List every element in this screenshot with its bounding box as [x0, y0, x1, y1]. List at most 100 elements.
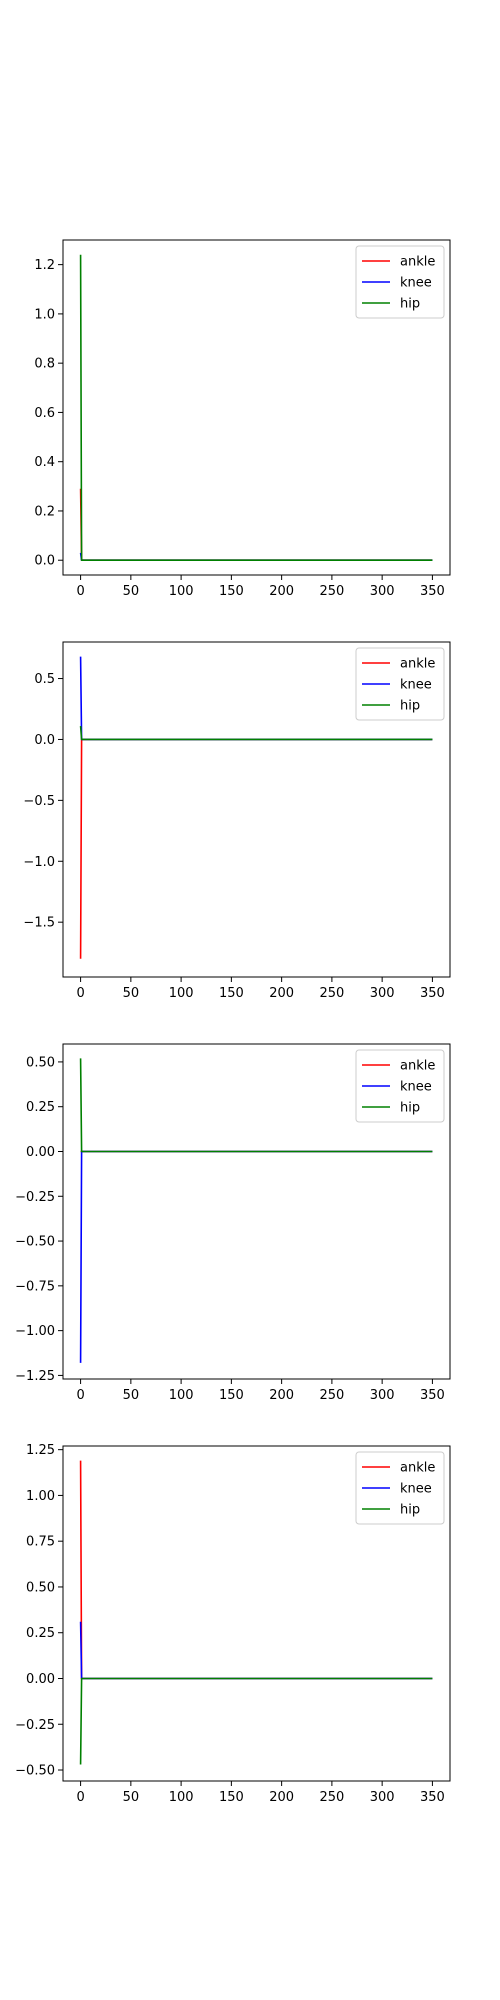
legend: ankle knee hip — [355, 647, 445, 721]
y-tick-label: 1.25 — [26, 1443, 55, 1458]
x-tick-label: 150 — [219, 1790, 244, 1805]
series-line-knee — [79, 1150, 433, 1363]
axes-frame — [62, 1445, 451, 1782]
x-tick-label: 250 — [319, 1790, 344, 1805]
y-tick-label: −0.50 — [15, 1235, 55, 1250]
series-lines — [79, 1460, 433, 1765]
y-tick-label: 0.75 — [26, 1535, 55, 1550]
legend-label-knee: knee — [400, 276, 432, 291]
x-tick-label: 50 — [123, 986, 140, 1001]
x-tick-label: 200 — [269, 986, 294, 1001]
y-tick-label: −0.25 — [15, 1190, 55, 1205]
y-tick-label: −0.50 — [15, 1764, 55, 1779]
series-line-knee — [79, 552, 433, 562]
legend: ankle knee hip — [355, 1049, 445, 1123]
y-tick-label: 0.0 — [34, 733, 55, 748]
x-tick-label: 100 — [169, 1790, 194, 1805]
x-tick-label: 300 — [370, 1388, 395, 1403]
axes-frame — [62, 641, 451, 978]
x-tick-label: 200 — [269, 1388, 294, 1403]
legend-label-hip: hip — [400, 1503, 420, 1518]
y-tick-label: −0.5 — [23, 794, 55, 809]
legend: ankle knee hip — [355, 1451, 445, 1525]
x-tick-label: 300 — [370, 584, 395, 599]
y-tick-label: 0.4 — [34, 455, 55, 470]
x-tick-label: 0 — [76, 584, 84, 599]
x-tick-label: 350 — [420, 1790, 445, 1805]
y-tick-label: 0.5 — [34, 672, 55, 687]
x-tick-label: 350 — [420, 1388, 445, 1403]
x-tick-label: 250 — [319, 986, 344, 1001]
x-tick-label: 50 — [123, 1790, 140, 1805]
legend-label-ankle: ankle — [400, 1059, 435, 1074]
x-tick-label: 150 — [219, 986, 244, 1001]
series-line-hip — [79, 254, 433, 562]
legend-label-ankle: ankle — [400, 255, 435, 270]
legend-label-knee: knee — [400, 1482, 432, 1497]
series-lines — [79, 656, 433, 959]
axes-frame — [62, 239, 451, 576]
x-tick-label: 0 — [76, 1388, 84, 1403]
subplot-1: 0 50 100 150 200 250 300 350 0.0 0.2 0.4 0.6 0.8 1.0 1… — [34, 239, 451, 599]
series-lines — [79, 254, 433, 562]
y-tick-label: 0.25 — [26, 1626, 55, 1641]
series-line-hip — [79, 1058, 433, 1153]
y-tick-label: 0.0 — [34, 554, 55, 569]
legend-label-ankle: ankle — [400, 1461, 435, 1476]
x-tick-label: 150 — [219, 584, 244, 599]
subplot-3: 0 50 100 150 200 250 300 350 0.50 0.25 0.00 −0.25 −0… — [15, 1043, 451, 1403]
y-tick-label: 0.00 — [26, 1672, 55, 1687]
y-tick-label: 0.25 — [26, 1100, 55, 1115]
x-tick-label: 300 — [370, 1790, 395, 1805]
x-tick-label: 50 — [123, 584, 140, 599]
series-line-knee — [79, 1621, 433, 1680]
y-tick-label: 0.00 — [26, 1145, 55, 1160]
y-tick-label: −1.5 — [23, 916, 55, 931]
x-tick-label: 0 — [76, 1790, 84, 1805]
y-tick-label: 0.2 — [34, 504, 55, 519]
x-tick-label: 300 — [370, 986, 395, 1001]
series-line-hip — [79, 725, 433, 741]
x-tick-label: 100 — [169, 986, 194, 1001]
series-line-ankle — [79, 488, 433, 562]
x-tick-label: 250 — [319, 1388, 344, 1403]
legend-box — [355, 1049, 445, 1123]
y-tick-label: −1.0 — [23, 855, 55, 870]
y-tick-label: 0.50 — [26, 1580, 55, 1595]
x-tick-label: 350 — [420, 986, 445, 1001]
x-tick-label: 350 — [420, 584, 445, 599]
legend-label-knee: knee — [400, 1080, 432, 1095]
y-tick-label: 1.00 — [26, 1489, 55, 1504]
legend-label-hip: hip — [400, 699, 420, 714]
legend-box — [355, 647, 445, 721]
legend-box — [355, 245, 445, 319]
x-tick-label: 50 — [123, 1388, 140, 1403]
legend-box — [355, 1451, 445, 1525]
y-tick-label: −0.25 — [15, 1718, 55, 1733]
series-line-hip — [79, 1677, 433, 1765]
legend-label-hip: hip — [400, 1101, 420, 1116]
x-tick-label: 200 — [269, 1790, 294, 1805]
legend-label-hip: hip — [400, 297, 420, 312]
subplot-4: 0 50 100 150 200 250 300 350 1.25 1.00 0.75 0.50 0.2… — [15, 1443, 451, 1805]
y-tick-label: −1.25 — [15, 1369, 55, 1384]
y-tick-label: 1.2 — [34, 258, 55, 273]
y-tick-label: 0.8 — [34, 357, 55, 372]
legend-label-ankle: ankle — [400, 657, 435, 672]
x-tick-label: 250 — [319, 584, 344, 599]
legend: ankle knee hip — [355, 245, 445, 319]
y-tick-label: 0.50 — [26, 1055, 55, 1070]
subplot-2: 0 50 100 150 200 250 300 350 0.5 0.0 −0.5 −1.0 −1.5 a… — [23, 641, 451, 1001]
series-line-ankle — [79, 738, 433, 959]
x-tick-label: 100 — [169, 584, 194, 599]
y-tick-label: 0.6 — [34, 406, 55, 421]
series-lines — [79, 1058, 433, 1363]
x-tick-label: 150 — [219, 1388, 244, 1403]
y-tick-label: −1.00 — [15, 1324, 55, 1339]
y-tick-label: 1.0 — [34, 307, 55, 322]
axes-frame — [62, 1043, 451, 1380]
legend-label-knee: knee — [400, 678, 432, 693]
x-tick-label: 100 — [169, 1388, 194, 1403]
y-tick-label: −0.75 — [15, 1279, 55, 1294]
